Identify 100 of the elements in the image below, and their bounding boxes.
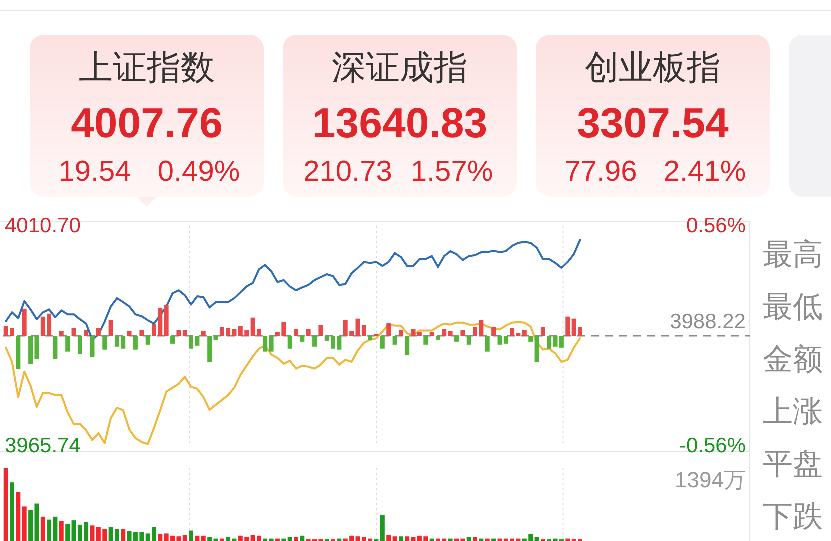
bar (473, 537, 478, 541)
bar (294, 537, 298, 541)
bar (492, 327, 496, 336)
bar (424, 336, 428, 345)
data-label: 19.54 (58, 156, 132, 188)
bar (108, 320, 114, 336)
text: 最高 (763, 238, 823, 272)
text: 最低 (763, 290, 823, 324)
bar (288, 336, 292, 349)
bar (516, 333, 521, 336)
bar (59, 521, 64, 541)
bar (392, 336, 398, 345)
y-tick-label: 3965.74 (5, 434, 82, 458)
bar (134, 336, 138, 350)
bar (201, 331, 206, 336)
bar (485, 336, 490, 352)
bar (380, 336, 385, 349)
bar (90, 526, 95, 541)
bar (398, 536, 404, 541)
bar (534, 336, 540, 362)
bar (102, 336, 108, 350)
bar (288, 537, 292, 541)
bar (72, 328, 76, 336)
bar (84, 330, 89, 336)
bar (208, 537, 212, 541)
bar (66, 524, 70, 541)
bar (405, 336, 410, 356)
bar (182, 330, 188, 336)
bar (522, 330, 527, 336)
bar (140, 330, 144, 336)
bar (405, 536, 410, 541)
bar (430, 332, 434, 336)
text: 平盘 (763, 448, 823, 482)
bar (263, 336, 268, 352)
bar (368, 336, 373, 340)
bar (398, 330, 404, 336)
bar (300, 336, 305, 342)
text: 上涨 (763, 396, 823, 429)
y-tick-label: 4010.70 (5, 214, 81, 238)
bar (540, 327, 546, 336)
bar (436, 336, 440, 340)
data-label: 4007.76 (71, 100, 223, 146)
bar (22, 506, 27, 541)
data-label: 0.49% (158, 156, 240, 188)
bar (318, 325, 324, 336)
bar (392, 536, 398, 541)
bar (566, 316, 570, 336)
bar (386, 535, 392, 541)
bar (176, 330, 182, 336)
bar (442, 329, 447, 336)
data-label: 210.73 (304, 156, 392, 188)
bar (454, 336, 459, 342)
bar (146, 336, 150, 345)
bar (40, 516, 46, 541)
bar (208, 336, 212, 362)
bar (214, 336, 218, 340)
bar (460, 330, 466, 336)
bar (16, 492, 21, 541)
bar (226, 537, 231, 541)
bar (510, 328, 515, 336)
bar (306, 329, 311, 336)
bar (164, 304, 169, 336)
annotation: 1394万 (675, 468, 746, 492)
bar (10, 482, 14, 541)
bar (269, 336, 274, 352)
bar (386, 323, 392, 336)
bar (498, 336, 502, 345)
bar (59, 331, 64, 336)
category-label: 上证指数 (79, 49, 215, 87)
bar (72, 520, 76, 541)
bar (300, 536, 305, 541)
category-label: 深证成指 (332, 49, 468, 87)
data-label: 1.57% (410, 156, 494, 188)
bar (201, 536, 206, 541)
data-label: 3307.54 (577, 100, 730, 146)
bar (170, 336, 175, 344)
bar (182, 535, 188, 541)
bar (53, 336, 58, 360)
bar (16, 336, 21, 369)
bar (504, 336, 508, 344)
text: 下跌 (763, 500, 823, 534)
bar (78, 336, 82, 354)
bar (127, 331, 132, 336)
bar (466, 336, 472, 345)
bar (294, 329, 298, 336)
bar (158, 534, 163, 541)
ref-line-label: 3988.22 (670, 310, 746, 334)
bar (232, 329, 237, 336)
bar (53, 516, 58, 541)
bar (4, 468, 8, 541)
bar (189, 530, 194, 541)
data-label: 77.96 (564, 156, 638, 188)
category-label: 创业板指 (585, 49, 721, 87)
text: 金额 (763, 343, 823, 376)
y2-tick-label: -0.56% (679, 434, 746, 458)
bar (466, 537, 472, 541)
bar (547, 336, 552, 349)
bar (362, 325, 366, 336)
data-label: 2.41% (664, 156, 746, 188)
bar (448, 331, 453, 336)
